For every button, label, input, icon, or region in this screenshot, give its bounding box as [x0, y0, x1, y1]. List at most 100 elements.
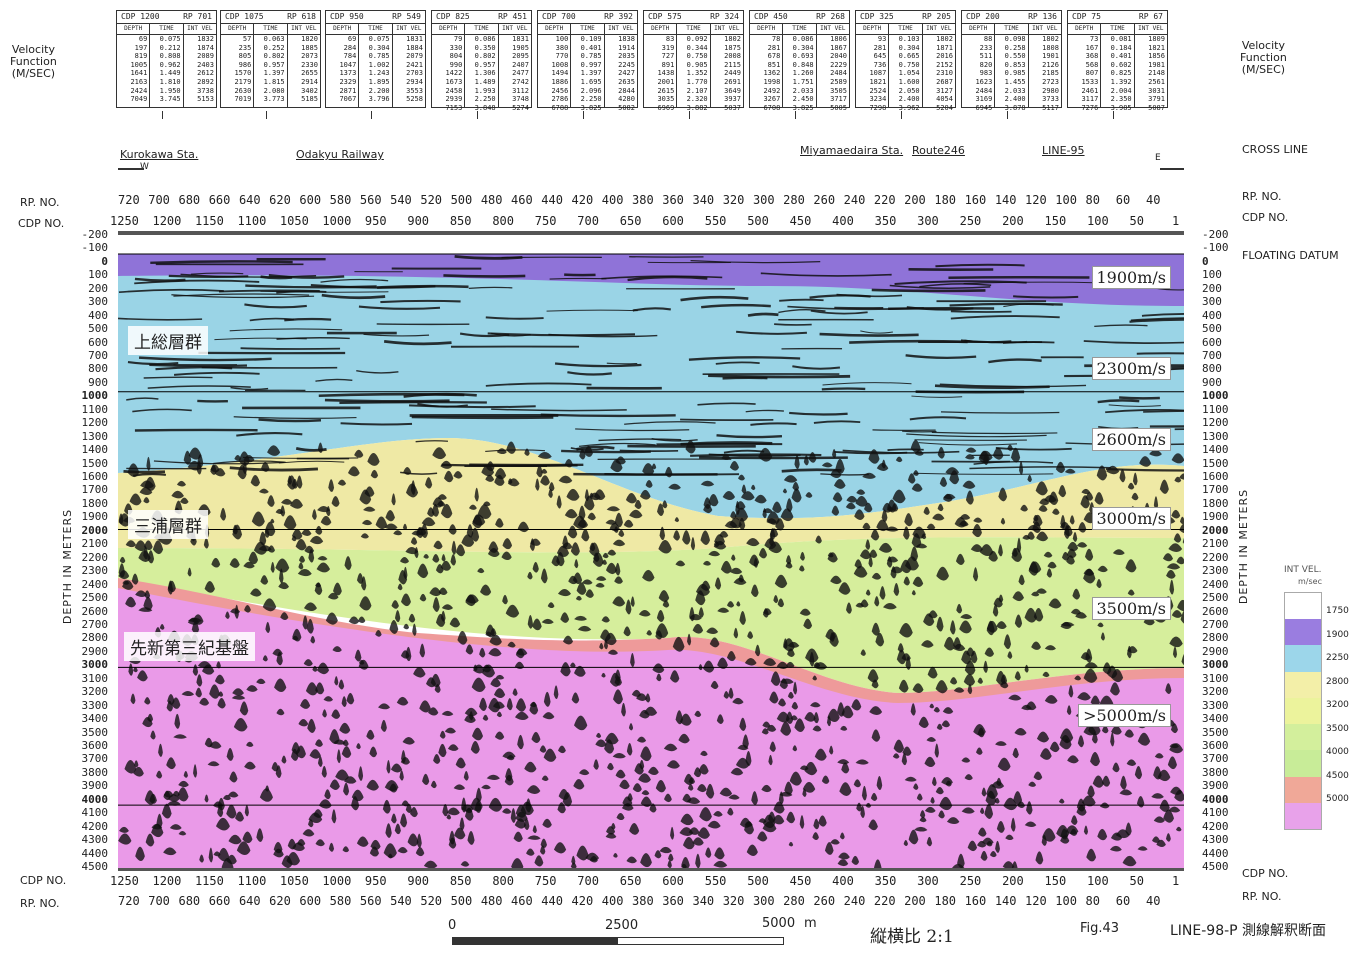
rp-tick-label: 700 — [148, 193, 170, 207]
reflector — [267, 545, 276, 553]
reflector — [1087, 785, 1095, 798]
reflector — [907, 473, 916, 484]
reflector — [573, 779, 585, 790]
reflector — [539, 745, 547, 753]
reflector — [913, 783, 919, 790]
depth-tick-label: 4000 — [1202, 792, 1229, 806]
reflector — [433, 753, 441, 764]
reflector — [638, 609, 651, 617]
reflector — [973, 724, 986, 736]
reflector — [471, 727, 484, 741]
reflector — [694, 710, 702, 717]
reflector — [919, 810, 926, 819]
reflector — [537, 452, 552, 459]
cdp-tick-label: 400 — [832, 214, 854, 228]
cdp-ruler-bottom — [118, 868, 1184, 871]
reflector — [1042, 828, 1056, 842]
reflector — [630, 596, 635, 607]
reflector — [570, 662, 576, 668]
reflector — [839, 832, 845, 840]
reflector — [933, 707, 940, 713]
cdp-tick-label: 650 — [619, 874, 642, 888]
reflector — [567, 525, 578, 539]
reflector — [688, 827, 700, 835]
reflector — [358, 659, 365, 665]
cdp-tick-label: 1200 — [152, 874, 182, 888]
reflector — [327, 592, 339, 600]
cdp-tick-label: 250 — [959, 214, 982, 228]
reflector — [1143, 410, 1184, 413]
reflector — [657, 503, 665, 516]
depth-tick-label: 400 — [1202, 308, 1222, 322]
legend-value: 1750 — [1326, 606, 1349, 616]
reflector — [997, 757, 1011, 772]
reflector — [298, 719, 309, 727]
reflector — [526, 848, 535, 856]
reflector — [144, 697, 151, 705]
reflector — [306, 618, 314, 634]
reflector — [649, 803, 657, 813]
reflector — [439, 730, 446, 739]
reflector — [328, 479, 335, 492]
reflector — [1077, 735, 1085, 748]
table-col-vel: 1806 1867 2040 2229 2484 2589 3505 3717 … — [830, 35, 847, 112]
reflector — [667, 860, 672, 868]
reflector — [135, 846, 145, 861]
reflector — [391, 813, 397, 824]
reflector — [337, 479, 347, 486]
reflector — [163, 847, 177, 856]
table-pointer — [1113, 111, 1114, 119]
table-pointer — [901, 111, 902, 119]
reflector — [988, 550, 998, 562]
reflector — [1043, 551, 1053, 558]
reflector — [167, 580, 176, 593]
reflector — [655, 780, 666, 793]
cdp-no-label-top: CDP NO. — [18, 217, 65, 230]
reflector — [540, 475, 550, 486]
reflector — [835, 458, 845, 474]
reflector — [668, 483, 681, 490]
reflector — [906, 433, 1047, 438]
rp-tick-label: 340 — [692, 894, 715, 908]
reflector — [1152, 836, 1161, 843]
legend-value: 5000 — [1326, 794, 1349, 804]
table-col-header: DEPTH — [1068, 24, 1102, 34]
reflector — [354, 649, 362, 662]
reflector — [640, 853, 652, 868]
reflector — [347, 466, 360, 477]
reflector — [118, 317, 203, 321]
reflector — [134, 760, 139, 768]
reflector — [233, 718, 248, 732]
reflector — [542, 712, 555, 720]
reflector — [570, 862, 577, 868]
reflector — [453, 470, 463, 479]
reflector — [183, 450, 192, 465]
reflector — [584, 489, 590, 502]
reflector — [1048, 491, 1059, 506]
reflector — [267, 445, 281, 456]
depth-tick-label: 1700 — [81, 483, 109, 497]
reflector — [331, 809, 337, 824]
reflector — [945, 780, 952, 787]
reflector — [251, 511, 265, 527]
reflector — [687, 783, 694, 791]
reflector — [360, 533, 369, 539]
reflector — [133, 766, 144, 777]
reflector — [658, 540, 672, 554]
legend-unit: m/sec — [1298, 577, 1322, 586]
reflector — [604, 632, 617, 646]
cdp-tick-label: 550 — [704, 214, 727, 228]
reflector — [821, 462, 833, 468]
legend-value: 2800 — [1326, 676, 1349, 687]
reflector — [724, 521, 738, 529]
reflector — [243, 455, 255, 463]
reflector — [450, 554, 457, 566]
reflector — [601, 672, 606, 678]
depth-tick-label: 2800 — [81, 631, 109, 645]
reflector — [788, 841, 794, 847]
reflector — [996, 777, 1002, 787]
reflector — [606, 506, 620, 512]
reflector — [692, 837, 704, 846]
reflector — [564, 508, 578, 519]
reflector — [642, 463, 655, 476]
